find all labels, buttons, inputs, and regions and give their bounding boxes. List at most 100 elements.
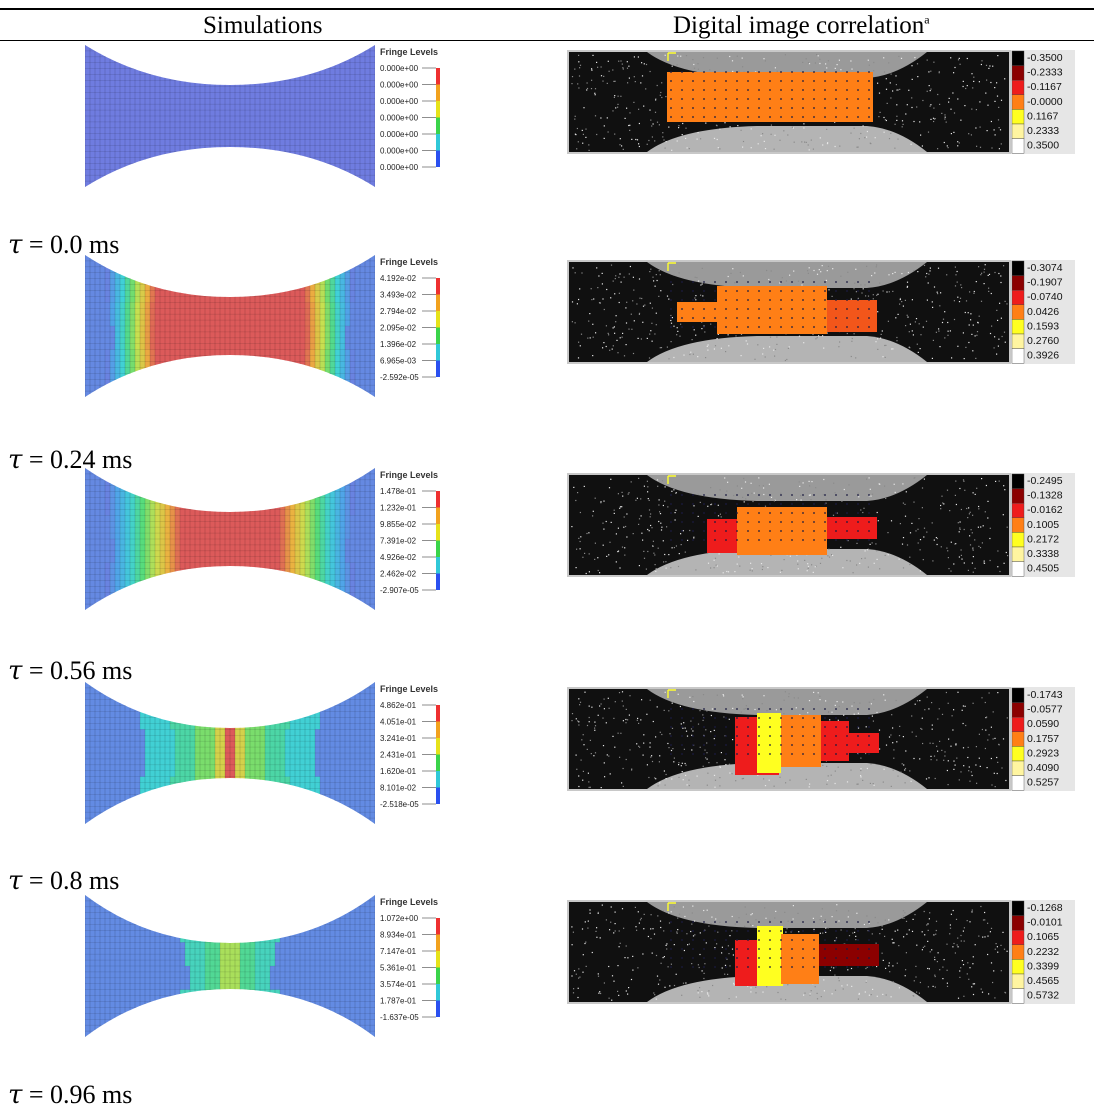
- fringe-level-label: -1.637e-05: [380, 1013, 419, 1022]
- simulation-strain-plot: [85, 255, 375, 397]
- dic-color-swatch: [1012, 562, 1024, 577]
- fringe-levels-legend: Fringe Levels4.862e-014.051e-013.241e-01…: [378, 683, 458, 813]
- dic-colorbar-legend: -0.1268-0.01010.10650.22320.33990.45650.…: [1011, 900, 1075, 1012]
- dic-level-label: 0.1593: [1027, 320, 1059, 332]
- dic-color-swatch: [1012, 746, 1024, 761]
- dic-color-swatch: [1012, 80, 1024, 95]
- dic-level-label: 0.5732: [1027, 990, 1059, 1002]
- dic-level-label: 0.4090: [1027, 762, 1059, 774]
- fringe-level-label: -2.518e-05: [380, 800, 419, 809]
- dic-level-label: -0.2495: [1027, 475, 1063, 487]
- table-header-rule: [0, 40, 1094, 41]
- simulation-strain-plot: [85, 895, 375, 1037]
- dic-level-label: 0.2923: [1027, 747, 1059, 759]
- dic-colorbar-legend: -0.3074-0.1907-0.07400.04260.15930.27600…: [1011, 260, 1075, 372]
- dic-level-label: -0.0740: [1027, 291, 1063, 303]
- dic-color-swatch: [1012, 290, 1024, 305]
- fringe-level-label: 0.000e+00: [380, 147, 419, 156]
- fringe-color-swatch: [436, 508, 440, 525]
- dic-level-label: 0.0590: [1027, 718, 1059, 730]
- dic-color-swatch: [1012, 95, 1024, 110]
- fringe-level-label: 2.095e-02: [380, 324, 417, 333]
- dic-level-label: -0.1907: [1027, 277, 1063, 289]
- dic-color-swatch: [1012, 66, 1024, 81]
- fringe-levels-title: Fringe Levels: [380, 470, 438, 480]
- dic-color-swatch: [1012, 959, 1024, 974]
- dic-level-label: 0.3338: [1027, 548, 1059, 560]
- dic-color-swatch: [1012, 776, 1024, 791]
- fringe-color-swatch: [436, 705, 440, 722]
- dic-color-swatch: [1012, 901, 1024, 916]
- fringe-level-label: 0.000e+00: [380, 130, 419, 139]
- dic-level-label: 0.0426: [1027, 306, 1059, 318]
- dic-color-swatch: [1012, 732, 1024, 747]
- dic-level-label: -0.0000: [1027, 96, 1063, 108]
- fringe-color-swatch: [436, 328, 440, 345]
- dic-color-swatch: [1012, 989, 1024, 1004]
- fringe-levels-legend: Fringe Levels4.192e-023.493e-022.794e-02…: [378, 256, 458, 386]
- dic-strain-image: [567, 687, 1011, 791]
- tau-symbol: τ: [8, 230, 22, 260]
- header-dic-footnote-mark: a: [924, 13, 929, 27]
- dic-level-label: 0.2232: [1027, 946, 1059, 958]
- fringe-color-swatch: [436, 361, 440, 378]
- fringe-level-label: 1.396e-02: [380, 340, 417, 349]
- dic-level-label: -0.2333: [1027, 67, 1063, 79]
- dic-level-label: -0.1328: [1027, 490, 1063, 502]
- dic-strain-image: [567, 50, 1011, 154]
- fringe-levels-title: Fringe Levels: [380, 47, 438, 57]
- fringe-level-label: -2.592e-05: [380, 373, 419, 382]
- fringe-color-swatch: [436, 984, 440, 1001]
- dic-color-swatch: [1012, 945, 1024, 960]
- fringe-level-label: -2.907e-05: [380, 586, 419, 595]
- fringe-color-swatch: [436, 491, 440, 508]
- fringe-color-swatch: [436, 295, 440, 312]
- dic-color-swatch: [1012, 518, 1024, 533]
- dic-colorbar-legend: -0.3500-0.2333-0.1167-0.00000.11670.2333…: [1011, 50, 1075, 162]
- dic-color-swatch: [1012, 334, 1024, 349]
- dic-color-swatch: [1012, 109, 1024, 124]
- dic-colorbar-legend: -0.2495-0.1328-0.01620.10050.21720.33380…: [1011, 473, 1075, 585]
- fringe-levels-title: Fringe Levels: [380, 684, 438, 694]
- dic-level-label: 0.3926: [1027, 350, 1059, 362]
- dic-level-label: 0.1757: [1027, 733, 1059, 745]
- fringe-level-label: 3.574e-01: [380, 980, 417, 989]
- dic-level-label: -0.3074: [1027, 262, 1063, 274]
- fringe-level-label: 3.241e-01: [380, 734, 417, 743]
- fringe-color-swatch: [436, 151, 440, 168]
- fringe-level-label: 2.794e-02: [380, 307, 417, 316]
- fringe-color-swatch: [436, 771, 440, 788]
- fringe-level-label: 0.000e+00: [380, 97, 419, 106]
- dic-level-label: -0.0577: [1027, 704, 1063, 716]
- dic-colorbar-legend: -0.1743-0.05770.05900.17570.29230.40900.…: [1011, 687, 1075, 799]
- dic-level-label: 0.4505: [1027, 563, 1059, 575]
- header-dic-label: Digital image correlation: [673, 12, 924, 39]
- fringe-color-swatch: [436, 755, 440, 772]
- dic-color-swatch: [1012, 349, 1024, 364]
- fringe-level-label: 6.965e-03: [380, 357, 417, 366]
- dic-color-swatch: [1012, 489, 1024, 504]
- dic-level-label: 0.1065: [1027, 931, 1059, 943]
- dic-color-swatch: [1012, 305, 1024, 320]
- dic-level-label: 0.4565: [1027, 975, 1059, 987]
- dic-level-label: -0.0162: [1027, 504, 1063, 516]
- fringe-level-label: 3.493e-02: [380, 291, 417, 300]
- table-top-rule: [0, 8, 1094, 10]
- fringe-level-label: 1.620e-01: [380, 767, 417, 776]
- dic-color-swatch: [1012, 717, 1024, 732]
- fringe-level-label: 1.072e+00: [380, 914, 419, 923]
- dic-level-label: 0.2333: [1027, 125, 1059, 137]
- dic-color-swatch: [1012, 916, 1024, 931]
- fringe-levels-title: Fringe Levels: [380, 897, 438, 907]
- dic-color-swatch: [1012, 51, 1024, 66]
- fringe-color-swatch: [436, 541, 440, 558]
- dic-color-swatch: [1012, 503, 1024, 518]
- dic-color-swatch: [1012, 474, 1024, 489]
- fringe-level-label: 0.000e+00: [380, 163, 419, 172]
- time-label: τ = 0.8 ms: [8, 866, 119, 896]
- dic-level-label: 0.3399: [1027, 960, 1059, 972]
- tau-symbol: τ: [8, 445, 22, 475]
- dic-color-swatch: [1012, 930, 1024, 945]
- dic-color-swatch: [1012, 124, 1024, 139]
- dic-color-swatch: [1012, 974, 1024, 989]
